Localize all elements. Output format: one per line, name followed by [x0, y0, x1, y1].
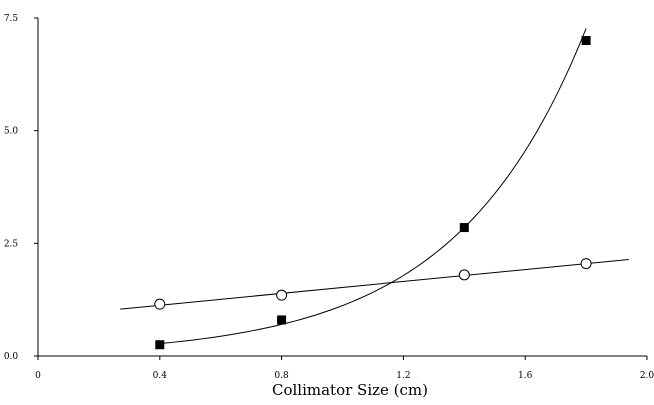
data-point-square	[155, 340, 165, 350]
data-point-square	[277, 315, 287, 325]
x-tick-label: 1.6	[518, 371, 533, 381]
y-tick-label: 5.0	[4, 127, 19, 137]
x-tick-label: 0.4	[153, 371, 168, 381]
fit-lines	[120, 28, 629, 345]
x-tick-label: 1.2	[396, 371, 410, 381]
data-point-circle	[276, 289, 288, 301]
y-tick-label: 2.5	[4, 239, 19, 249]
data-point-square	[459, 223, 469, 233]
data-point-circle	[458, 269, 470, 281]
data-point-circle	[154, 298, 166, 310]
fit-line-series-1	[159, 28, 587, 345]
y-tick-label: 7.5	[4, 14, 19, 24]
x-tick-label: 0.8	[274, 371, 289, 381]
fit-line-series-2	[120, 258, 629, 310]
data-points	[154, 36, 592, 350]
x-tick-label: 0	[35, 371, 41, 381]
y-ticks: 0.0 2.5 5.0 7.5	[4, 14, 38, 362]
data-point-circle	[580, 258, 592, 270]
data-point-square	[581, 36, 591, 46]
y-tick-label: 0.0	[4, 352, 19, 362]
x-axis-title: Collimator Size (cm)	[272, 381, 428, 399]
x-tick-label: 2.0	[640, 371, 654, 381]
x-ticks: 0 0.4 0.8 1.2 1.6 2.0	[35, 356, 654, 381]
